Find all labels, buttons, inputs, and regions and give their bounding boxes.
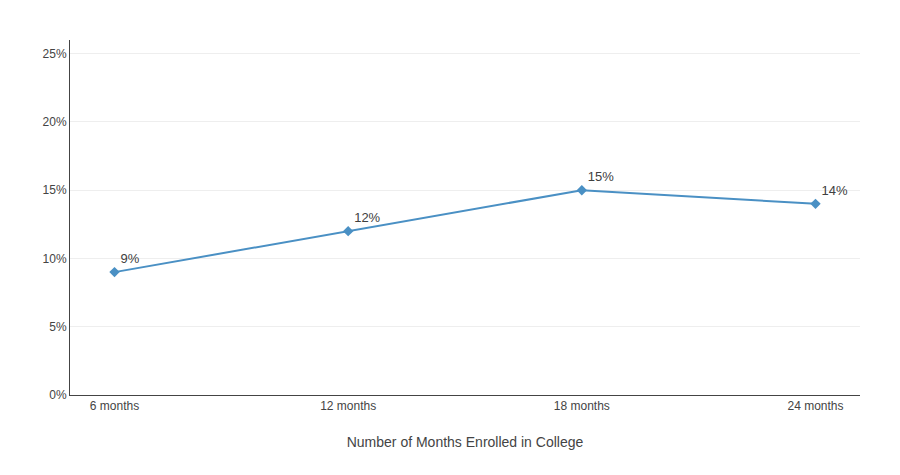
svg-text:9%: 9% xyxy=(121,251,140,266)
svg-text:10%: 10% xyxy=(43,252,67,266)
svg-text:15%: 15% xyxy=(43,183,67,197)
svg-text:15%: 15% xyxy=(588,169,614,184)
svg-text:20%: 20% xyxy=(43,115,67,129)
svg-text:5%: 5% xyxy=(49,320,67,334)
svg-text:Number of Months Enrolled in C: Number of Months Enrolled in College xyxy=(347,434,584,450)
svg-text:12 months: 12 months xyxy=(320,399,376,413)
svg-text:24 months: 24 months xyxy=(787,399,843,413)
svg-text:18 months: 18 months xyxy=(554,399,610,413)
svg-text:6 months: 6 months xyxy=(90,399,139,413)
svg-text:25%: 25% xyxy=(43,47,67,61)
svg-text:12%: 12% xyxy=(354,210,380,225)
svg-text:0%: 0% xyxy=(49,388,67,402)
svg-text:14%: 14% xyxy=(822,183,848,198)
